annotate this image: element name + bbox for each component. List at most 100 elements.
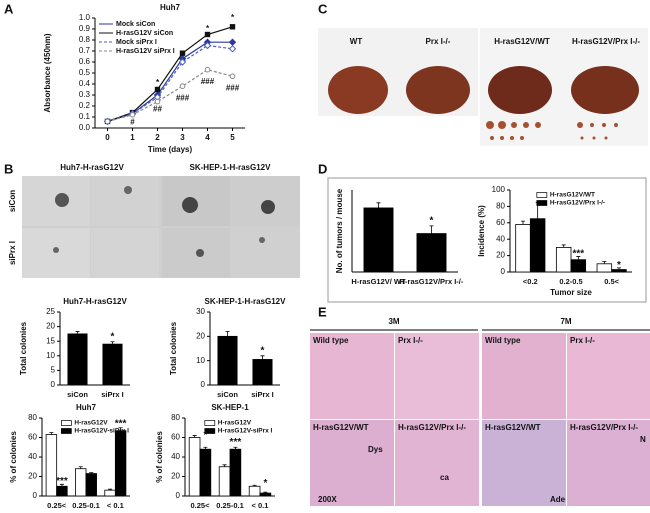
line <box>107 69 233 122</box>
x-tick-label: < 0.1 <box>107 501 124 510</box>
bar <box>596 263 613 273</box>
y-tick-label: 0.6 <box>79 57 91 66</box>
bar <box>67 333 88 386</box>
y-axis-title: Total colonies <box>19 321 28 375</box>
line <box>107 44 233 122</box>
error-bar <box>576 256 581 260</box>
y-tick-label: 0 <box>51 380 56 389</box>
panel-label: B <box>4 161 13 176</box>
tile-note: 200X <box>318 495 337 504</box>
line <box>107 26 233 122</box>
y-tick-label: 60 <box>496 218 505 227</box>
annotation: * <box>617 260 621 271</box>
y-tick-label: 100 <box>492 185 506 194</box>
x-tick-label: 0 <box>105 133 110 142</box>
histology: 3M 7M Wild type Prx I-/- Wild type Prx I-/-… <box>310 317 650 506</box>
y-tick-label: 0.8 <box>79 35 91 44</box>
y-tick-label: 0.9 <box>79 24 91 33</box>
bar <box>56 485 68 497</box>
x-tick-label: siPrx I <box>101 390 124 399</box>
annotation: ## <box>153 104 162 113</box>
marker <box>204 66 211 73</box>
x-tick-label: 1 <box>130 133 135 142</box>
bar <box>555 246 572 273</box>
chart-title: SK-HEP-1-H-rasG12V <box>205 297 287 306</box>
liver <box>488 66 552 114</box>
y-axis-title: % of colonies <box>9 431 18 483</box>
liver <box>571 66 639 114</box>
y-tick-label: 0 <box>33 491 38 500</box>
y-tick-label: 0.1 <box>79 112 91 121</box>
tile-note: Dys <box>368 445 383 454</box>
tile-label: H-rasG12V/Prx I-/- <box>398 423 466 432</box>
panel-label: C <box>318 1 328 16</box>
image <box>231 228 300 278</box>
x-tick-label: 2 <box>155 133 160 142</box>
annotation: * <box>206 24 210 33</box>
marker <box>228 45 237 53</box>
bar <box>85 473 97 497</box>
marker <box>204 31 211 38</box>
x-tick-label: siCon <box>67 390 88 399</box>
bar <box>416 233 447 273</box>
y-axis-title: Absorbance (450nm) <box>43 33 52 112</box>
tile-label: Wild type <box>313 336 349 345</box>
error-bar <box>260 355 265 360</box>
error-bar <box>75 331 80 334</box>
y-tick-label: 10 <box>46 351 55 360</box>
x-tick-label: 4 <box>205 133 210 142</box>
x-tick-label: <0.2 <box>523 277 538 286</box>
tile-label: H-rasG12V/WT <box>313 423 369 432</box>
annotation: * <box>430 215 434 226</box>
legend-label: H-rasG12V-siPrx I <box>218 428 273 435</box>
y-tick-label: 20 <box>28 472 37 481</box>
y-tick-label: 80 <box>171 413 180 422</box>
annotation: * <box>111 331 115 342</box>
y-tick-label: 20 <box>46 322 55 331</box>
chart: 0 5 10 15 20 25 Huh7-H-rasG12V Total colonies si… <box>19 297 130 399</box>
error-bar <box>192 435 197 438</box>
x-tick-label: 0.2-0.5 <box>559 277 582 286</box>
tile-note: Ade <box>550 495 566 504</box>
y-tick-label: 5 <box>51 366 56 375</box>
bar <box>248 485 261 497</box>
y-tick-label: 0.7 <box>79 46 91 55</box>
legend-swatch <box>536 200 548 206</box>
y-tick-label: 40 <box>171 452 180 461</box>
bar <box>102 343 123 386</box>
colony <box>53 247 59 253</box>
x-tick-label: 5 <box>230 133 235 142</box>
legend-swatch <box>204 428 216 434</box>
tile-label: Wild type <box>485 336 521 345</box>
y-tick-label: 20 <box>196 331 205 340</box>
bar <box>217 335 238 386</box>
tissue-image <box>567 420 650 506</box>
chart-title: SK-HEP-1 <box>211 403 249 412</box>
tissue-image <box>567 333 650 419</box>
group-header: 3M <box>388 317 399 326</box>
y-axis-title: Incidence (%) <box>477 205 486 257</box>
x-tick-label: 0.25< <box>47 501 67 510</box>
tissue-image <box>310 420 394 506</box>
y-tick-label: 0 <box>201 380 206 389</box>
bar <box>529 218 546 273</box>
legend-swatch <box>61 420 72 426</box>
y-tick-label: 60 <box>171 433 180 442</box>
legend-swatch <box>536 192 548 198</box>
marker <box>154 98 161 105</box>
tissue-image <box>482 333 566 419</box>
image <box>91 228 159 278</box>
annotation: * <box>261 346 265 357</box>
tissue-image <box>395 420 479 506</box>
tile-note: ca <box>440 473 449 482</box>
colony <box>55 193 69 207</box>
y-tick-label: 0.4 <box>79 79 91 88</box>
bar <box>252 359 273 386</box>
y-tick-label: 15 <box>46 336 55 345</box>
error-bar <box>263 491 268 494</box>
y-tick-label: 80 <box>496 202 505 211</box>
error-bar <box>429 225 434 234</box>
error-bar <box>225 331 230 337</box>
bar <box>45 434 58 497</box>
